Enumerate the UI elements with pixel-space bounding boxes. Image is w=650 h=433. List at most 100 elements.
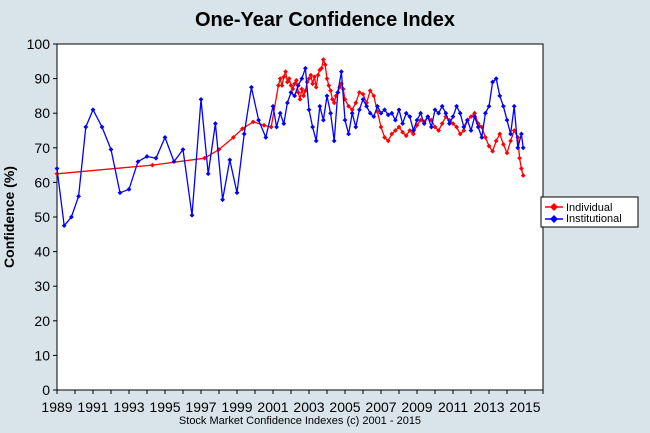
data-point bbox=[328, 88, 333, 94]
data-point bbox=[310, 124, 315, 130]
chart-title: One-Year Confidence Index bbox=[195, 9, 455, 31]
data-point bbox=[339, 69, 344, 75]
series-individual bbox=[54, 57, 526, 178]
data-point bbox=[490, 79, 495, 85]
y-tick-label: 50 bbox=[34, 209, 50, 225]
data-point bbox=[150, 162, 155, 168]
data-point bbox=[288, 83, 294, 88]
data-point bbox=[520, 145, 526, 151]
data-point bbox=[508, 138, 513, 144]
data-point bbox=[54, 166, 60, 171]
x-tick-label: 1989 bbox=[41, 399, 72, 415]
data-point bbox=[213, 121, 218, 126]
x-tick-label: 2005 bbox=[329, 399, 360, 415]
data-point bbox=[367, 110, 373, 116]
data-point bbox=[69, 214, 74, 220]
data-point bbox=[414, 122, 420, 128]
data-point bbox=[418, 110, 423, 116]
x-tick-label: 2001 bbox=[257, 399, 288, 415]
x-tick-label: 1993 bbox=[113, 399, 144, 415]
data-point bbox=[454, 124, 459, 130]
data-point bbox=[281, 74, 287, 80]
data-point bbox=[256, 117, 261, 123]
data-point bbox=[429, 124, 434, 130]
data-point bbox=[83, 124, 89, 130]
data-point bbox=[400, 121, 405, 126]
data-point bbox=[382, 107, 387, 113]
data-point bbox=[241, 131, 247, 137]
data-point bbox=[290, 86, 296, 92]
data-point bbox=[493, 138, 499, 144]
data-point bbox=[326, 83, 332, 88]
data-point bbox=[108, 147, 114, 152]
data-point bbox=[328, 110, 333, 116]
data-point bbox=[520, 173, 526, 178]
series-institutional bbox=[54, 65, 526, 229]
data-point bbox=[511, 103, 517, 109]
data-point bbox=[511, 128, 517, 133]
data-point bbox=[360, 91, 366, 97]
data-point bbox=[227, 157, 233, 163]
data-point bbox=[436, 128, 441, 133]
data-point bbox=[250, 119, 256, 125]
data-point bbox=[292, 81, 297, 87]
data-point bbox=[483, 110, 488, 116]
data-point bbox=[303, 65, 308, 71]
data-point bbox=[263, 135, 269, 140]
legend-box bbox=[540, 196, 639, 228]
data-point bbox=[400, 129, 405, 135]
data-point bbox=[465, 117, 470, 123]
data-point bbox=[479, 124, 485, 130]
data-point bbox=[281, 121, 287, 126]
data-point bbox=[234, 190, 240, 196]
data-point bbox=[454, 103, 459, 109]
data-point bbox=[277, 76, 283, 81]
data-point bbox=[396, 124, 402, 130]
chart-footer: Stock Market Confidence Indexes (c) 2001… bbox=[179, 415, 421, 427]
data-point bbox=[382, 135, 387, 140]
x-tick-label: 1995 bbox=[149, 399, 180, 415]
data-point bbox=[297, 96, 303, 102]
data-point bbox=[468, 128, 474, 133]
data-point bbox=[202, 155, 207, 161]
legend-institutional-marker bbox=[550, 215, 558, 223]
data-point bbox=[396, 107, 402, 113]
data-point bbox=[519, 131, 524, 137]
data-point bbox=[497, 131, 503, 137]
data-point bbox=[389, 110, 395, 116]
data-point bbox=[493, 76, 499, 81]
data-point bbox=[90, 107, 96, 113]
data-point bbox=[276, 83, 281, 88]
data-point bbox=[353, 100, 359, 106]
y-tick-label: 0 bbox=[42, 382, 50, 398]
data-point bbox=[468, 114, 474, 120]
data-point bbox=[346, 103, 351, 109]
data-point bbox=[285, 100, 290, 106]
data-point bbox=[490, 148, 495, 154]
data-point bbox=[497, 93, 503, 99]
data-point bbox=[330, 96, 335, 102]
data-point bbox=[295, 90, 301, 95]
data-point bbox=[501, 141, 506, 147]
data-point bbox=[519, 166, 524, 171]
y-tick-label: 70 bbox=[34, 140, 50, 156]
data-point bbox=[299, 76, 305, 81]
data-point bbox=[324, 76, 330, 81]
data-point bbox=[475, 124, 481, 130]
x-tick-label: 1997 bbox=[185, 399, 216, 415]
data-point bbox=[414, 117, 420, 123]
data-point bbox=[407, 114, 413, 120]
data-point bbox=[324, 93, 330, 99]
data-point bbox=[393, 117, 398, 123]
data-point bbox=[450, 121, 456, 126]
data-point bbox=[171, 159, 177, 165]
data-point bbox=[283, 69, 288, 75]
data-point bbox=[504, 150, 510, 156]
data-point bbox=[378, 124, 384, 130]
data-point bbox=[421, 121, 427, 126]
data-point bbox=[346, 131, 351, 137]
data-point bbox=[315, 72, 321, 78]
data-point bbox=[457, 131, 463, 137]
y-tick-label: 60 bbox=[34, 174, 50, 190]
